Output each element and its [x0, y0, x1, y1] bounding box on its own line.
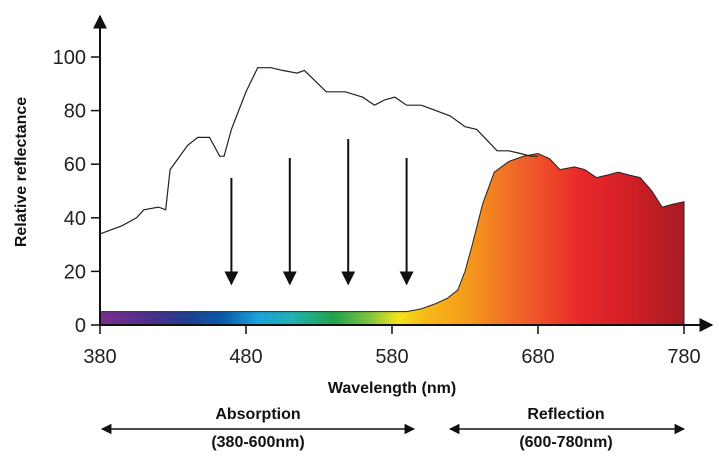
- y-tick-label: 60: [64, 154, 86, 176]
- range-label: Reflection: [527, 406, 604, 423]
- x-tick-label: 480: [229, 346, 262, 368]
- total-reflectance-line: [99, 67, 538, 235]
- y-tick-label: 0: [75, 315, 86, 337]
- axes: [93, 14, 714, 332]
- range-sublabel: (380-600nm): [211, 434, 304, 451]
- reflected-spectrum-area: [99, 152, 685, 326]
- x-tick-label: 680: [521, 346, 554, 368]
- x-tick-label: 580: [375, 346, 408, 368]
- x-tick-label: 780: [667, 346, 700, 368]
- y-tick-label: 20: [64, 261, 86, 283]
- x-axis-title: Wavelength (nm): [328, 380, 456, 397]
- range-annotations: Absorption (380-600nm) Reflection (600-780n…: [100, 406, 686, 451]
- y-tick-label: 40: [64, 208, 86, 230]
- y-axis-ticks: 0 20 40 60 80 100: [53, 47, 101, 337]
- y-tick-label: 100: [53, 47, 86, 69]
- x-tick-label: 380: [83, 346, 116, 368]
- range-sublabel: (600-780nm): [519, 434, 612, 451]
- y-axis-title: Relative reflectance: [13, 97, 30, 247]
- range-label: Absorption: [215, 406, 300, 423]
- x-axis-ticks: 380 480 580 680 780: [83, 325, 701, 368]
- absorption-arrows: [224, 139, 414, 286]
- y-tick-label: 80: [64, 101, 86, 123]
